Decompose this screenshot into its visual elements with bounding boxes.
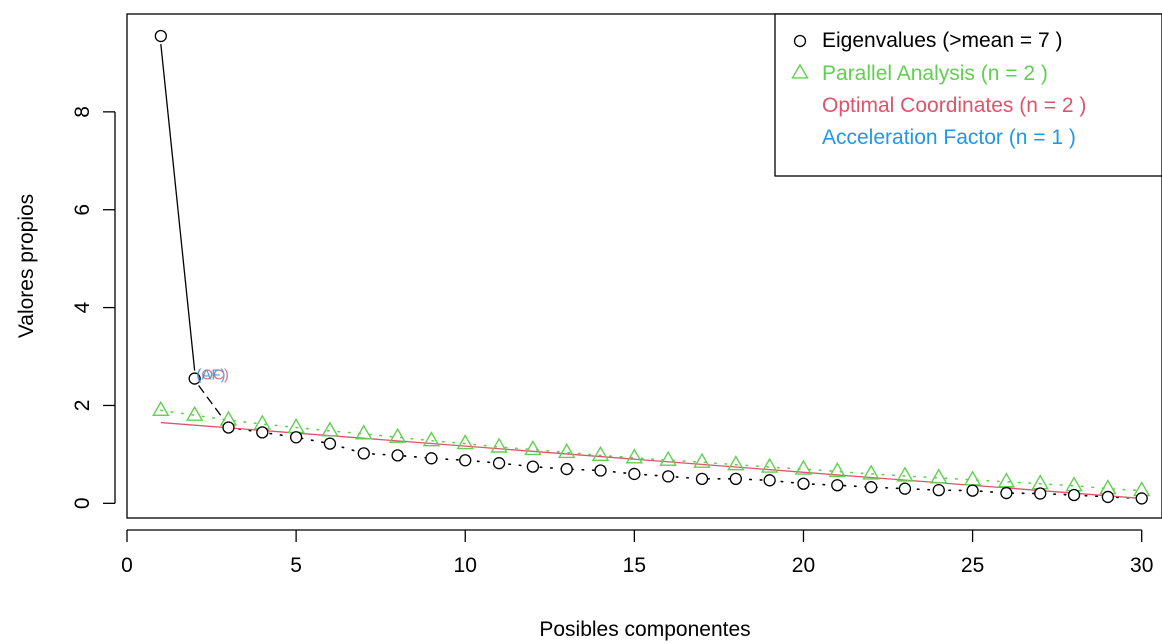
plot-frame [126,13,1162,519]
annotation-label: (AF) [196,367,225,384]
x-tick-label: 30 [1130,554,1153,577]
eigenvalue-point [797,477,810,490]
parallel-analysis-point [659,450,677,466]
parallel-analysis-point [997,472,1016,488]
eigenvalue-point [628,467,641,481]
y-tick-label: 6 [71,204,94,216]
parallel-analysis-point [185,405,204,421]
x-tick-label: 25 [961,554,984,577]
eigenvalue-point [526,460,540,473]
parallel-analysis-point [152,400,170,417]
eigenvalue-point [492,457,506,470]
annotations: (OC)(AF) [196,367,229,384]
parallel-analysis-point [693,452,711,468]
parallel-analysis-point [287,417,305,434]
parallel-analysis-point [760,457,779,473]
x-tick-label: 10 [454,554,477,577]
parallel-analysis-point [1031,474,1049,490]
eigenvalue-point [1101,490,1115,504]
x-tick-label: 5 [290,554,302,577]
parallel-analysis-point [625,448,644,464]
parallel-analysis-point [727,455,745,471]
eigenvalue-point [357,447,370,460]
x-tick-label: 20 [792,554,815,577]
optimal-coordinates-line [160,421,1142,500]
x-tick-label: 0 [121,554,133,577]
eigenvalue-point [966,484,979,497]
eigenvalue-point [729,472,742,486]
eigenvalue-point [222,421,235,434]
y-axis-label: Valores propios [15,194,38,338]
parallel-analysis-point [1065,476,1083,492]
parallel-analysis-point [794,459,813,475]
parallel-analysis-point [862,464,880,480]
data-marks [152,29,1151,505]
parallel-analysis-point [930,468,948,484]
y-tick-label: 2 [71,400,94,412]
eigenvalue-point [695,472,709,486]
eigenvalue-point [1135,492,1148,505]
eigenvalue-point [932,483,945,497]
parallel-analysis-point [591,445,610,462]
parallel-analysis-point [524,439,542,456]
eigenvalue-point [289,431,303,444]
eigenvalue-point [1067,488,1081,502]
eigenvalue-point [154,29,167,43]
eigenvalue-point [560,462,573,476]
eigenvalue-point [864,481,878,494]
legend-symbol-parallel-analysis [791,63,809,79]
legend-box [774,13,1162,177]
annotation-label: (OC) [196,367,229,384]
y-tick-label: 8 [71,106,94,118]
eigenvalue-point [662,470,675,483]
eigenvalue-point [459,454,472,467]
y-axis: 0 2 4 6 8 [71,106,116,509]
eigen-drop-line [160,43,196,371]
eigenvalue-point [898,482,912,495]
eigen-acceleration-line [198,385,225,421]
parallel-analysis-line [160,409,1143,492]
x-axis-label: Posibles componentes [539,618,750,641]
eigenvalue-point [391,449,404,462]
x-axis: 0 5 10 15 20 25 30 [121,529,1153,577]
eigenvalue-point [188,372,201,385]
eigenvalue-point [594,464,607,477]
eigenvalue-point [256,426,269,439]
parallel-analysis-point [963,470,982,486]
eigenvalue-point [425,452,438,465]
eigenvalue-point [323,437,337,450]
parallel-analysis-point [828,462,847,478]
parallel-analysis-point [388,427,407,443]
eigenvalue-point [831,479,844,492]
parallel-analysis-point [422,431,441,447]
y-tick-label: 4 [71,301,94,313]
eigenvalue-point [1000,486,1013,500]
parallel-analysis-point [490,437,508,453]
legend-label: Acceleration Factor (n = 1 ) [822,126,1076,149]
parallel-analysis-point [321,421,339,437]
parallel-analysis-point [355,424,373,440]
x-tick-label: 15 [623,554,646,577]
y-tick-label: 0 [71,497,94,509]
parallel-analysis-point [557,442,576,459]
legend-label: Eigenvalues (>mean = 7 ) [822,29,1062,52]
legend-symbol-eigenvalues [793,34,807,48]
legend-label: Optimal Coordinates (n = 2 ) [822,94,1086,117]
eigenvalue-point [763,474,776,487]
eigenvalue-point [1034,487,1047,500]
parallel-analysis-point [456,434,474,450]
legend-label: Parallel Analysis (n = 2 ) [822,62,1048,85]
parallel-analysis-point [896,466,914,482]
legend: Eigenvalues (>mean = 7 ) Parallel Analysi… [774,13,1162,177]
